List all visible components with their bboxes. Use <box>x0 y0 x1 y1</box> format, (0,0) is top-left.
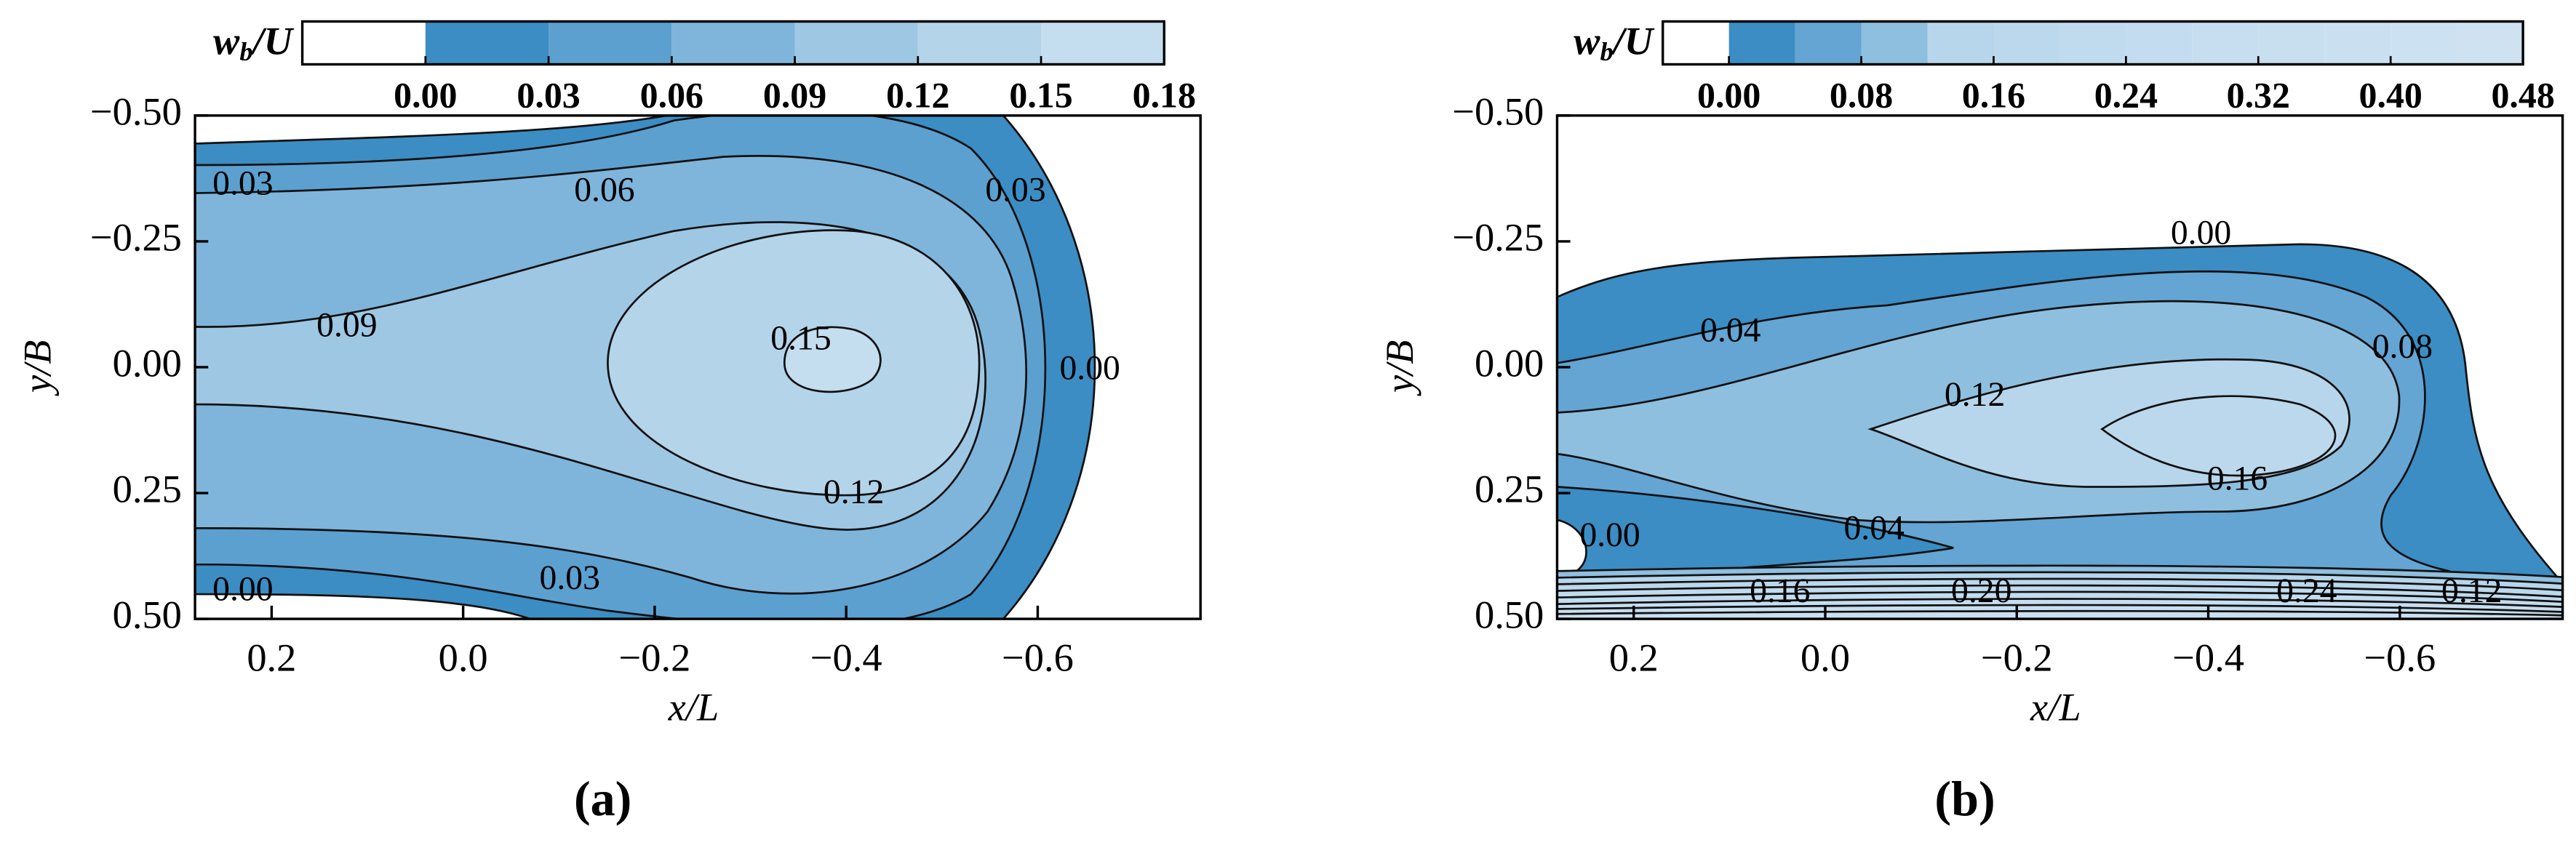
y-axis-label: y/B <box>1377 340 1421 397</box>
colorbar-band <box>1861 21 1928 65</box>
x-tick-label: −0.6 <box>1002 636 1074 680</box>
colorbar-label-rest: /U <box>1611 18 1655 63</box>
contour-label: 0.09 <box>316 307 377 345</box>
colorbar-tick-label: 0.24 <box>2094 76 2158 116</box>
colorbar-label-main: w <box>1574 18 1600 63</box>
y-tick-label: 0.25 <box>1475 467 1544 511</box>
colorbar-tick-label: 0.15 <box>1009 76 1072 116</box>
colorbar-tick-label: 0.16 <box>1962 76 2025 116</box>
colorbar-label-sub: b <box>1600 37 1613 66</box>
contour-label: 0.04 <box>1843 510 1905 548</box>
colorbar-band <box>425 21 549 65</box>
contour-label: 0.04 <box>1700 311 1761 349</box>
contour-label: 0.00 <box>212 571 273 609</box>
y-tick-label: −0.25 <box>90 215 182 259</box>
panel-label: (a) <box>574 771 631 826</box>
colorbar-band <box>1927 21 1994 65</box>
x-axis-label: x/L <box>2030 685 2081 729</box>
colorbar-label-sub: b <box>239 37 252 66</box>
colorbar-frame <box>300 20 1165 66</box>
y-tick-label: −0.50 <box>90 89 182 133</box>
contour-field <box>195 115 1201 620</box>
colorbar-tick-label: 0.08 <box>1830 76 1893 116</box>
x-tick-label: 0.0 <box>439 636 488 680</box>
y-tick-label: 0.25 <box>113 467 182 511</box>
colorbar-band <box>2059 21 2126 65</box>
x-tick-label: −0.6 <box>2364 636 2436 680</box>
colorbar-tick-label: 0.40 <box>2359 76 2423 116</box>
colorbar-tick-label: 0.18 <box>1133 76 1196 116</box>
colorbar-label-main: w <box>213 18 240 63</box>
contour-label: 0.12 <box>2441 572 2502 610</box>
contour-region <box>1557 609 2563 620</box>
colorbar-label: wb/U <box>1574 18 1655 66</box>
colorbar-band <box>2390 21 2457 65</box>
x-tick-label: 0.0 <box>1801 636 1850 680</box>
colorbar-band <box>1662 21 1729 65</box>
contour-label: 0.16 <box>1750 572 1810 610</box>
contour-label: 0.12 <box>1945 376 2005 414</box>
contour-label: 0.15 <box>770 320 831 358</box>
contour-field <box>1557 115 2563 620</box>
x-tick-label: 0.2 <box>247 636 296 680</box>
contour-label: 0.03 <box>540 559 600 597</box>
colorbar-band <box>1041 21 1165 65</box>
x-tick-label: −0.4 <box>810 636 882 680</box>
colorbar-tick-label: 0.00 <box>1697 76 1760 116</box>
colorbar-band <box>1728 21 1795 65</box>
colorbar-band <box>2126 21 2193 65</box>
contour-region <box>783 326 882 393</box>
contour-region <box>2100 395 2337 477</box>
contour-label: 0.20 <box>1951 572 2011 610</box>
colorbar-label-rest: /U <box>250 18 295 63</box>
contour-label: 0.00 <box>1059 350 1120 388</box>
contour-label: 0.03 <box>985 171 1045 209</box>
colorbar-tick-label: 0.03 <box>517 76 580 116</box>
x-tick-label: −0.2 <box>619 636 691 680</box>
colorbar-band <box>302 21 426 65</box>
colorbar-band <box>2457 21 2524 65</box>
colorbar-frame <box>1661 20 2524 66</box>
colorbar-band <box>1993 21 2060 65</box>
y-tick-label: 0.50 <box>113 593 182 637</box>
colorbar-band <box>917 21 1042 65</box>
y-tick-label: 0.50 <box>1475 593 1544 637</box>
panel-label: (b) <box>1934 771 1995 826</box>
colorbar-band <box>549 21 672 65</box>
y-tick-label: −0.25 <box>1452 215 1544 259</box>
colorbar-band <box>671 21 795 65</box>
colorbar-band <box>1795 21 1862 65</box>
x-tick-label: −0.4 <box>2172 636 2244 680</box>
colorbar-band <box>2258 21 2325 65</box>
contour-label: 0.06 <box>574 171 634 209</box>
y-tick-label: −0.50 <box>1452 89 1544 133</box>
colorbar-band <box>2192 21 2259 65</box>
y-tick-label: 0.00 <box>113 340 182 385</box>
colorbar-band <box>2324 21 2391 65</box>
x-tick-label: 0.2 <box>1609 636 1659 680</box>
contour-label: 0.16 <box>2207 460 2268 498</box>
colorbar-tick-label: 0.12 <box>886 76 949 116</box>
colorbar-tick-label: 0.32 <box>2227 76 2290 116</box>
contour-label: 0.12 <box>824 473 884 511</box>
colorbar-band <box>794 21 918 65</box>
colorbar-tick-label: 0.09 <box>763 76 826 116</box>
x-axis-label: x/L <box>668 685 719 729</box>
contour-label: 0.24 <box>2276 572 2337 610</box>
x-tick-label: −0.2 <box>1981 636 2053 680</box>
contour-label: 0.03 <box>212 164 273 202</box>
contour-label: 0.08 <box>2372 328 2433 366</box>
colorbar-tick-label: 0.00 <box>394 76 457 116</box>
colorbar-label: wb/U <box>213 18 295 66</box>
colorbar-tick-label: 0.06 <box>640 76 703 116</box>
y-axis-label: y/B <box>15 340 60 397</box>
colorbar-tick-label: 0.48 <box>2491 76 2554 116</box>
contour-label: 0.00 <box>1579 516 1640 554</box>
contour-label: 0.00 <box>2171 214 2231 252</box>
y-tick-label: 0.00 <box>1475 340 1544 385</box>
